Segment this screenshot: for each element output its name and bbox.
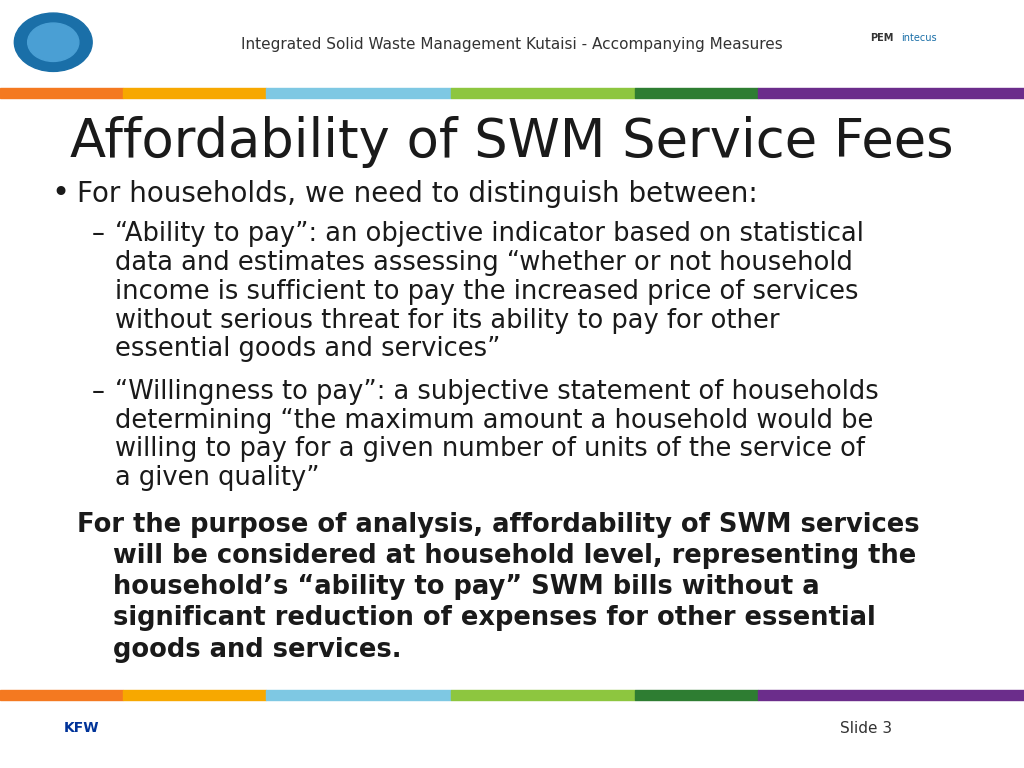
Text: significant reduction of expenses for other essential: significant reduction of expenses for ot… [77, 605, 876, 631]
Text: “Ability to pay”: an objective indicator based on statistical: “Ability to pay”: an objective indicator… [115, 221, 863, 247]
Text: income is sufficient to pay the increased price of services: income is sufficient to pay the increase… [115, 279, 858, 305]
Text: goods and services.: goods and services. [77, 637, 401, 663]
Text: household’s “ability to pay” SWM bills without a: household’s “ability to pay” SWM bills w… [77, 574, 819, 601]
Text: Slide 3: Slide 3 [840, 720, 892, 736]
Text: PEM: PEM [870, 33, 894, 44]
Text: –: – [92, 379, 105, 405]
Text: –: – [92, 221, 105, 247]
Text: will be considered at household level, representing the: will be considered at household level, r… [77, 543, 916, 569]
Text: essential goods and services”: essential goods and services” [115, 336, 500, 362]
Text: without serious threat for its ability to pay for other: without serious threat for its ability t… [115, 307, 779, 333]
Text: •: • [51, 179, 70, 208]
Text: determining “the maximum amount a household would be: determining “the maximum amount a househ… [115, 408, 873, 434]
Text: For the purpose of analysis, affordability of SWM services: For the purpose of analysis, affordabili… [77, 512, 920, 538]
Text: intecus: intecus [901, 33, 937, 44]
Text: KFW: KFW [65, 721, 99, 735]
Text: Integrated Solid Waste Management Kutaisi - Accompanying Measures: Integrated Solid Waste Management Kutais… [241, 37, 783, 52]
Text: “Willingness to pay”: a subjective statement of households: “Willingness to pay”: a subjective state… [115, 379, 879, 405]
Text: Affordability of SWM Service Fees: Affordability of SWM Service Fees [71, 116, 953, 168]
Text: willing to pay for a given number of units of the service of: willing to pay for a given number of uni… [115, 436, 864, 462]
Text: a given quality”: a given quality” [115, 465, 319, 492]
Text: For households, we need to distinguish between:: For households, we need to distinguish b… [77, 180, 758, 207]
Text: data and estimates assessing “whether or not household: data and estimates assessing “whether or… [115, 250, 853, 276]
